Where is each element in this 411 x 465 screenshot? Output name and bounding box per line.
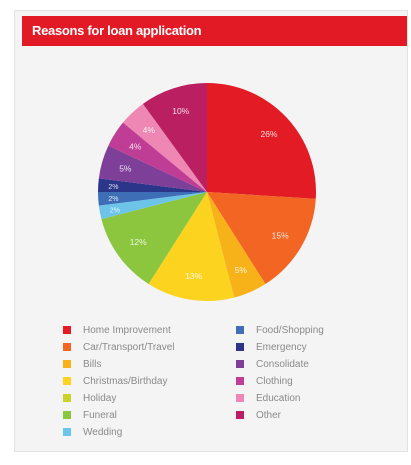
pie-slice-food-shopping bbox=[98, 192, 207, 206]
data-label-wedding: 2% bbox=[110, 208, 120, 215]
legend-label: Emergency bbox=[256, 342, 307, 353]
legend-label: Other bbox=[256, 410, 282, 421]
legend-swatch bbox=[63, 377, 71, 385]
legend-swatch bbox=[63, 428, 71, 436]
legend-swatch bbox=[236, 326, 244, 334]
pie-slice-car-transport-travel bbox=[207, 192, 316, 285]
data-label-christmas-birthday: 13% bbox=[185, 271, 202, 281]
legend-label: Clothing bbox=[256, 376, 293, 387]
data-label-bills: 5% bbox=[235, 265, 248, 275]
data-label-consolidate: 5% bbox=[119, 163, 132, 173]
legend-swatch bbox=[236, 394, 244, 402]
legend-label: Car/Transport/Travel bbox=[83, 342, 175, 353]
legend-label: Holiday bbox=[83, 393, 117, 404]
legend-label: Food/Shopping bbox=[256, 325, 324, 336]
data-label-education: 4% bbox=[143, 125, 156, 135]
pie-slice-education bbox=[123, 103, 207, 192]
legend-swatch bbox=[63, 360, 71, 368]
pie-slice-bills bbox=[207, 192, 266, 298]
legend-swatch bbox=[63, 394, 71, 402]
pie-slice-clothing bbox=[108, 122, 207, 192]
legend-swatch bbox=[63, 411, 71, 419]
legend-swatch bbox=[236, 377, 244, 385]
legend-label: Home Improvement bbox=[83, 325, 171, 336]
data-label-funeral: 12% bbox=[130, 237, 147, 247]
pie-slice-emergency bbox=[98, 178, 207, 192]
data-label-clothing: 4% bbox=[129, 141, 142, 151]
legend-swatch bbox=[236, 411, 244, 419]
data-label-car-transport-travel: 15% bbox=[272, 230, 289, 240]
data-label-food-shopping: 2% bbox=[108, 196, 118, 203]
pie-slice-christmas-birthday bbox=[148, 192, 235, 301]
legend-label: Bills bbox=[83, 359, 102, 370]
legend-label: Funeral bbox=[83, 410, 117, 421]
pie-slice-home-improvement bbox=[207, 83, 316, 199]
pie-slice-other bbox=[142, 83, 207, 192]
data-label-home-improvement: 26% bbox=[260, 129, 277, 139]
chart-title: Reasons for loan application bbox=[22, 16, 407, 46]
data-label-emergency: 2% bbox=[108, 184, 118, 191]
legend-label: Wedding bbox=[83, 427, 123, 438]
pie-slice-consolidate bbox=[98, 145, 207, 192]
legend-label: Consolidate bbox=[256, 359, 309, 370]
legend-label: Education bbox=[256, 393, 301, 404]
legend-swatch bbox=[236, 360, 244, 368]
legend-swatch bbox=[236, 343, 244, 351]
legend-swatch bbox=[63, 326, 71, 334]
pie-slice-funeral bbox=[101, 192, 207, 285]
legend-swatch bbox=[63, 343, 71, 351]
pie-slice-wedding bbox=[98, 192, 207, 220]
data-label-other: 10% bbox=[172, 106, 189, 116]
legend-label: Christmas/Birthday bbox=[83, 376, 168, 387]
